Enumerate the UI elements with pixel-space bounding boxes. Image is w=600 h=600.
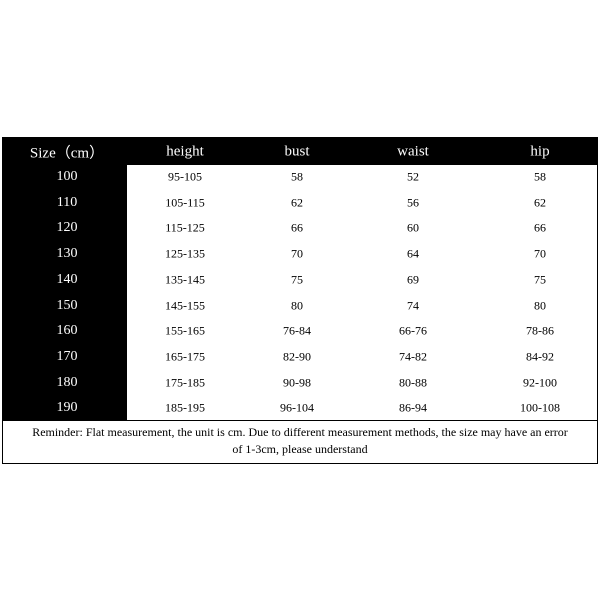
table-cell: 64 [407, 246, 419, 261]
size-label: 120 [56, 220, 78, 236]
table-cell: 52 [407, 169, 419, 184]
size-label: 110 [56, 194, 78, 210]
table-cell: 185-195 [165, 400, 205, 415]
table-cell: 66-76 [399, 323, 427, 338]
table-cell: 92-100 [523, 375, 557, 390]
table-cell: 165-175 [165, 349, 205, 364]
size-label: 130 [56, 246, 78, 262]
table-cell: 86-94 [399, 400, 427, 415]
size-label: 180 [56, 374, 78, 390]
table-cell: 69 [407, 272, 419, 287]
column-header: hip [530, 143, 550, 160]
column-header: Size（cm） [29, 145, 105, 162]
size-label: 160 [56, 323, 78, 339]
table-cell: 95-105 [168, 169, 202, 184]
size-label: 100 [56, 169, 78, 184]
table-cell: 70 [534, 246, 546, 261]
table-cell: 80 [534, 298, 546, 312]
column-header: waist [397, 143, 429, 160]
table-cell: 90-98 [283, 375, 311, 390]
size-label: 150 [56, 297, 78, 313]
table-cell: 96-104 [280, 400, 314, 415]
reminder: Reminder: Flat measurement, the unit is … [2, 424, 598, 458]
table-cell: 78-86 [526, 323, 554, 338]
size-label: 190 [56, 400, 78, 416]
table-cell: 145-155 [165, 298, 205, 312]
table-cell: 75 [534, 272, 546, 287]
table-cell: 115-125 [165, 220, 205, 235]
table-cell: 58 [291, 169, 303, 184]
column-header: bust [284, 143, 310, 160]
table-cell: 66 [534, 220, 546, 235]
table-cell: 80 [291, 298, 303, 312]
size-label: 140 [56, 271, 78, 287]
table-cell: 74-82 [399, 349, 427, 364]
table-cell: 105-115 [165, 195, 205, 210]
table-cell: 75 [291, 272, 303, 287]
table-cell: 60 [407, 220, 419, 235]
size-label: 170 [56, 348, 78, 364]
column-header: height [166, 143, 204, 160]
table-cell: 74 [407, 298, 419, 312]
table-cell: 70 [291, 246, 303, 261]
table-cell: 125-135 [165, 246, 205, 261]
reminder-line: Reminder: Flat measurement, the unit is … [32, 425, 568, 439]
table-cell: 82-90 [283, 349, 311, 364]
size-column-background [2, 137, 127, 420]
reminder-line: of 1-3cm, please understand [232, 442, 368, 456]
table-cell: 100-108 [520, 400, 560, 415]
table-cell: 175-185 [165, 375, 205, 390]
table-cell: 155-165 [165, 323, 205, 338]
table-cell: 76-84 [283, 323, 311, 338]
table-cell: 84-92 [526, 349, 554, 364]
table-cell: 80-88 [399, 375, 427, 390]
table-cell: 135-145 [165, 272, 205, 287]
table-cell: 66 [291, 220, 303, 235]
table-cell: 62 [534, 195, 546, 210]
table-border [2, 137, 598, 464]
table-cell: 56 [407, 195, 419, 210]
table-cell: 58 [534, 169, 546, 184]
note-separator [2, 420, 598, 421]
table-cell: 62 [291, 195, 303, 210]
